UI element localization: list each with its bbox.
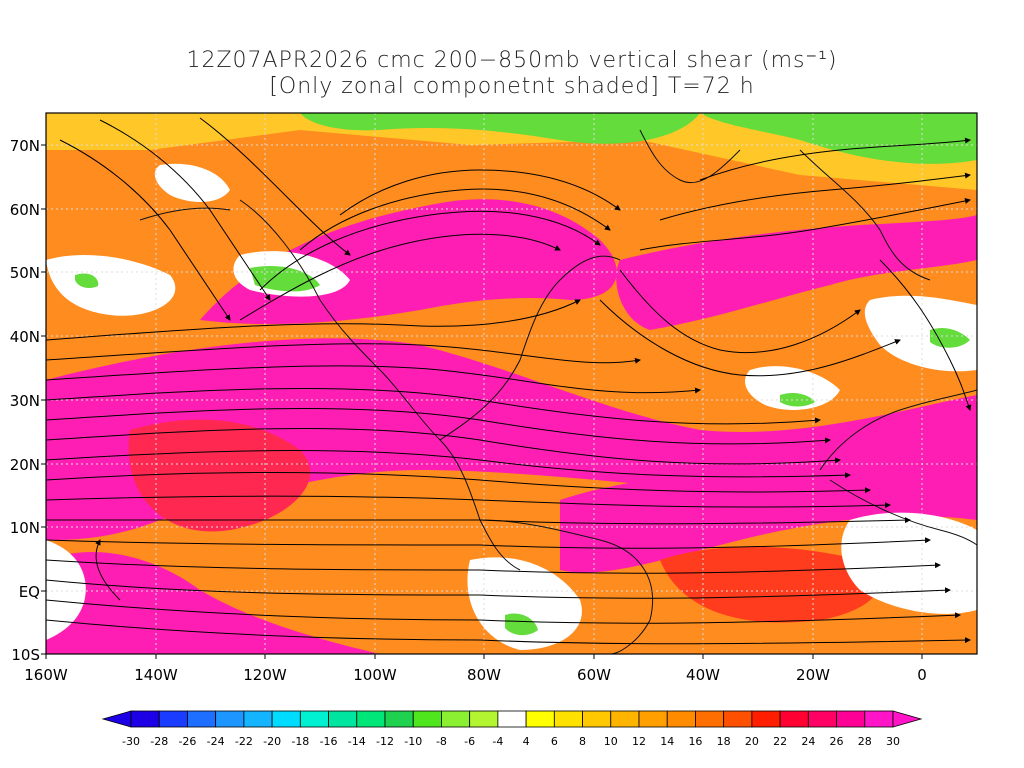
colorbar-label: 16: [688, 735, 702, 748]
colorbar-swatch: [215, 710, 245, 728]
shaded-field: [46, 113, 977, 654]
lon-label: 100W: [353, 666, 397, 684]
colorbar-label: -14: [348, 735, 366, 748]
chart-title-line2: [Only zonal componetnt shaded] T=72 h: [269, 74, 755, 99]
colorbar-label: -4: [492, 735, 503, 748]
lat-label: 30N: [10, 392, 40, 410]
colorbar-swatch: [497, 710, 527, 728]
colorbar-swatch: [384, 710, 414, 728]
colorbar-swatch: [130, 710, 160, 728]
colorbar-swatch: [864, 710, 894, 728]
lat-label: 20N: [10, 456, 40, 474]
colorbar-swatch: [779, 710, 809, 728]
colorbar-label: 12: [632, 735, 646, 748]
colorbar-label: -22: [235, 735, 253, 748]
colorbar-swatch: [328, 710, 358, 728]
colorbar-label: -24: [207, 735, 225, 748]
colorbar-swatch: [356, 710, 386, 728]
colorbar-label: 10: [604, 735, 618, 748]
colorbar-label: -10: [404, 735, 422, 748]
lon-label: 160W: [24, 666, 68, 684]
streamlines: [46, 117, 972, 645]
colorbar-swatch: [525, 710, 555, 728]
colorbar-label: -8: [436, 735, 447, 748]
colorbar-label: 26: [830, 735, 844, 748]
lat-axis-labels: 70N 60N 50N 40N 30N 20N 10N EQ 10S: [10, 137, 40, 664]
lon-label: 120W: [243, 666, 287, 684]
colorbar-label: -30: [122, 735, 140, 748]
map-frame: [45, 112, 978, 655]
colorbar-swatch: [553, 710, 583, 728]
colorbar-label: -26: [178, 735, 196, 748]
lat-lon-grid: [46, 113, 977, 654]
colorbar-swatch: [441, 710, 471, 728]
colorbar-swatch: [158, 710, 188, 728]
lat-label: 50N: [10, 264, 40, 282]
lat-label: 70N: [10, 137, 40, 155]
colorbar-label: 4: [523, 735, 530, 748]
colorbar-swatch: [299, 710, 329, 728]
colorbar-label: -16: [320, 735, 338, 748]
colorbar-swatch: [187, 710, 217, 728]
colorbar-label: 24: [801, 735, 815, 748]
colorbar-swatch: [695, 710, 725, 728]
colorbar-label: 8: [579, 735, 586, 748]
colorbar-swatch: [751, 710, 781, 728]
colorbar-swatch: [582, 710, 612, 728]
lon-label: 20W: [796, 666, 830, 684]
colorbar-swatch: [243, 710, 273, 728]
lat-label: 40N: [10, 328, 40, 346]
colorbar-label: 22: [773, 735, 787, 748]
colorbar-label: -18: [291, 735, 309, 748]
colorbar-label: 28: [858, 735, 872, 748]
lat-label: EQ: [19, 583, 40, 601]
colorbar: [101, 710, 923, 728]
coastlines: [139, 129, 977, 654]
colorbar-label: -28: [150, 735, 168, 748]
colorbar-label: -20: [263, 735, 281, 748]
colorbar-swatch: [666, 710, 696, 728]
lon-axis-labels: 160W 140W 120W 100W 80W 60W 40W 20W 0: [24, 666, 927, 684]
lat-label: 10S: [11, 646, 40, 664]
colorbar-label: 14: [660, 735, 674, 748]
colorbar-swatch: [836, 710, 866, 728]
lon-label: 40W: [686, 666, 720, 684]
colorbar-swatch: [469, 710, 499, 728]
colorbar-labels: -30 -28 -26 -24 -22 -20 -18 -16 -14 -12 -10 -8 -6 -4 4…: [122, 735, 900, 748]
colorbar-swatch: [807, 710, 837, 728]
lat-label: 10N: [10, 519, 40, 537]
colorbar-swatch: [638, 710, 668, 728]
colorbar-label: -12: [376, 735, 394, 748]
lat-label: 60N: [10, 201, 40, 219]
lon-label: 140W: [134, 666, 178, 684]
chart-title-line1: 12Z07APR2026 cmc 200−850mb vertical shea…: [186, 48, 838, 73]
lon-label: 0: [917, 666, 927, 684]
colorbar-label: -6: [464, 735, 475, 748]
colorbar-label: 18: [717, 735, 731, 748]
colorbar-label: 20: [745, 735, 759, 748]
colorbar-label: 6: [551, 735, 558, 748]
colorbar-swatch: [412, 710, 442, 728]
colorbar-label: 30: [886, 735, 900, 748]
colorbar-low-arrow: [101, 710, 132, 728]
lon-label: 60W: [577, 666, 611, 684]
colorbar-swatch: [610, 710, 640, 728]
lon-label: 80W: [467, 666, 501, 684]
colorbar-high-arrow: [892, 710, 923, 728]
colorbar-swatch: [271, 710, 301, 728]
colorbar-swatch: [723, 710, 753, 728]
